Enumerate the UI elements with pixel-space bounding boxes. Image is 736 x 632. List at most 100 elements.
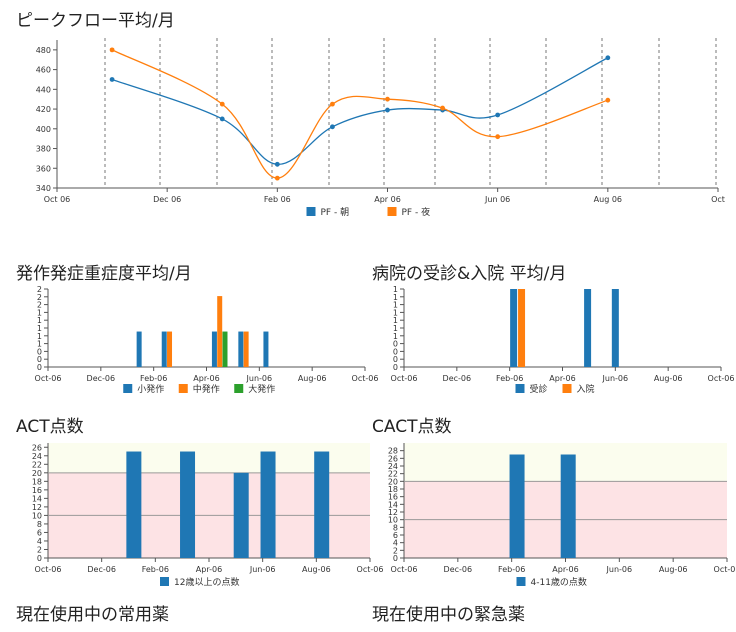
data-point xyxy=(219,116,225,122)
data-point xyxy=(219,101,225,107)
legend-label: 小発作 xyxy=(137,383,164,395)
data-point xyxy=(605,55,611,61)
y-tick-label: 10 xyxy=(388,516,398,525)
y-tick-label: 1 xyxy=(393,308,398,317)
y-tick-label: 26 xyxy=(32,443,42,452)
data-point xyxy=(274,175,280,181)
bar xyxy=(509,454,525,558)
y-tick-label: 1 xyxy=(393,316,398,325)
x-tick-label: Dec-06 xyxy=(444,565,473,574)
legend-label: PF - 朝 xyxy=(321,207,350,218)
y-tick-label: 0 xyxy=(393,347,398,356)
bar xyxy=(217,296,223,367)
x-tick-label: Feb-06 xyxy=(142,565,169,574)
y-tick-label: 480 xyxy=(36,46,51,55)
y-tick-label: 14 xyxy=(32,494,42,503)
legend-swatch xyxy=(516,577,526,586)
x-tick-label: Dec-06 xyxy=(87,374,116,383)
y-tick-label: 0 xyxy=(37,355,42,364)
act-score-chart: Oct-06 Dec-06 Feb-06 Apr-06 Jun-06 Aug-06 Oct-… xyxy=(32,443,383,588)
x-tick-label: Apr-06 xyxy=(549,374,575,383)
y-tick-label: 18 xyxy=(32,477,42,486)
y-tick-label: 8 xyxy=(37,520,42,529)
data-point xyxy=(385,107,390,113)
attack-severity-chart: Oct-06 Dec-06 Feb-06 Apr-06 Jun-06 Aug-06 Oct-… xyxy=(35,285,379,395)
bar xyxy=(243,331,249,367)
bar xyxy=(161,331,167,367)
y-tick-label: 6 xyxy=(393,531,398,540)
data-point xyxy=(605,97,611,103)
x-tick-label: Dec 06 xyxy=(153,195,181,204)
legend-swatch xyxy=(178,384,188,393)
title-attacks: 発作発症重症度平均/月 xyxy=(16,264,192,284)
y-tick-label: 16 xyxy=(388,493,398,502)
legend-label: 入院 xyxy=(577,383,595,395)
x-tick-label: Aug-06 xyxy=(654,374,683,383)
bar xyxy=(260,451,276,558)
x-tick-label: Oct-06 xyxy=(35,374,62,383)
y-tick-label: 6 xyxy=(37,528,42,537)
x-tick-label: Jun-06 xyxy=(602,374,629,383)
y-tick-label: 1 xyxy=(393,293,398,302)
y-tick-label: 4 xyxy=(37,537,42,546)
title-peak-flow: ピークフロー平均/月 xyxy=(16,11,175,31)
x-tick-label: Oct 06 xyxy=(44,195,71,204)
data-point xyxy=(330,101,335,107)
data-point xyxy=(109,77,115,82)
bar xyxy=(560,454,576,558)
x-tick-label: Apr 06 xyxy=(374,195,401,204)
y-tick-label: 1 xyxy=(393,332,398,341)
x-tick-label: Aug-06 xyxy=(298,374,327,383)
y-tick-label: 8 xyxy=(393,523,398,532)
y-tick-label: 20 xyxy=(32,469,42,478)
y-tick-label: 22 xyxy=(32,460,42,469)
bar xyxy=(136,331,142,367)
y-tick-label: 0 xyxy=(37,554,42,563)
bar xyxy=(126,451,142,558)
x-tick-label: Jun-06 xyxy=(246,374,273,383)
y-tick-label: 1 xyxy=(37,324,42,333)
legend-swatch xyxy=(234,384,244,393)
legend-swatch xyxy=(562,384,572,393)
bar xyxy=(263,331,269,367)
data-point xyxy=(274,161,280,167)
data-point xyxy=(330,124,335,130)
x-tick-label: Oct-06 xyxy=(714,565,736,574)
y-tick-label: 0 xyxy=(393,554,398,563)
y-tick-label: 1 xyxy=(37,340,42,349)
data-point xyxy=(495,112,501,118)
data-point xyxy=(109,47,115,53)
y-tick-label: 18 xyxy=(388,485,398,494)
data-point xyxy=(440,105,445,111)
bar xyxy=(518,289,526,367)
bar xyxy=(180,451,196,558)
bar xyxy=(611,289,619,367)
x-tick-label: Oct-06 xyxy=(35,565,62,574)
legend-label: 受診 xyxy=(530,383,548,395)
title-emergency-meds: 現在使用中の緊急薬 xyxy=(372,605,525,625)
y-tick-label: 0 xyxy=(393,363,398,372)
bar xyxy=(314,451,330,558)
title-act: ACT点数 xyxy=(16,417,84,437)
x-tick-label: Oct-06 xyxy=(357,565,384,574)
x-tick-label: Apr-06 xyxy=(196,565,222,574)
x-tick-label: Feb 06 xyxy=(264,195,291,204)
y-tick-label: 16 xyxy=(32,486,42,495)
y-tick-label: 440 xyxy=(36,85,51,94)
y-tick-label: 2 xyxy=(37,301,42,310)
bar xyxy=(167,331,173,367)
y-tick-label: 1 xyxy=(37,332,42,341)
x-tick-label: Feb-06 xyxy=(140,374,167,383)
x-tick-label: Oct-06 xyxy=(352,374,379,383)
y-tick-label: 0 xyxy=(393,340,398,349)
y-tick-label: 380 xyxy=(36,145,51,154)
y-tick-label: 2 xyxy=(37,545,42,554)
legend-swatch xyxy=(515,384,525,393)
y-tick-label: 340 xyxy=(36,184,51,193)
bar xyxy=(238,331,244,367)
y-tick-label: 0 xyxy=(37,347,42,356)
legend-label: PF - 夜 xyxy=(402,206,431,218)
x-tick-label: Aug 06 xyxy=(594,195,622,204)
y-tick-label: 460 xyxy=(36,66,51,75)
y-tick-label: 0 xyxy=(37,363,42,372)
